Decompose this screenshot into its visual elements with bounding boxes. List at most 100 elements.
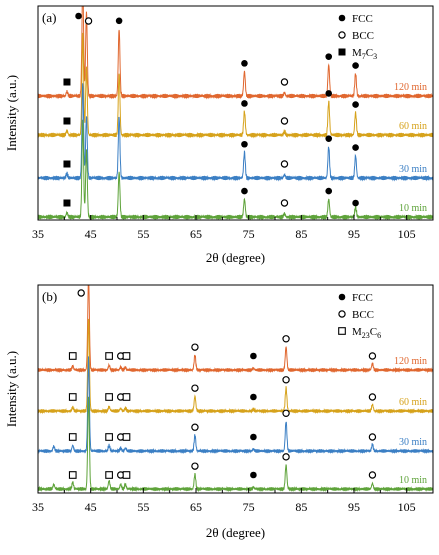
bcc-marker: [191, 423, 199, 431]
fcc-marker: [352, 62, 359, 69]
bcc-marker: [280, 199, 289, 207]
m23c6-marker: [122, 393, 131, 401]
fcc-marker: [250, 352, 257, 360]
fcc-marker: [241, 100, 248, 107]
legend-carbide-symbol: [338, 327, 346, 335]
x-axis-label: 2θ (degree): [206, 250, 265, 265]
plot-frame: [37, 5, 434, 221]
m7c3-marker: [63, 117, 71, 125]
fcc-marker: [250, 433, 257, 441]
series-label: 120 min: [394, 356, 427, 367]
legend-entry: FCC: [352, 292, 373, 304]
x-tick-label: 75: [243, 227, 255, 241]
x-tick-label: 85: [295, 500, 307, 514]
legend-fcc-symbol: [338, 293, 346, 301]
series-label: 10 min: [399, 475, 427, 486]
m7c3-marker: [63, 78, 71, 86]
legend-bcc-symbol: [338, 310, 346, 318]
series-label: 60 min: [399, 121, 427, 132]
bcc-marker: [368, 471, 377, 479]
bcc-marker: [282, 409, 290, 418]
fcc-marker: [241, 187, 248, 195]
panel-label: (a): [42, 10, 56, 25]
legend-fcc-symbol: [338, 14, 346, 22]
m23c6-marker: [122, 352, 131, 360]
bcc-marker: [368, 352, 377, 360]
fcc-marker: [325, 90, 333, 97]
x-tick-label: 45: [85, 227, 97, 241]
legend-bcc-symbol: [338, 31, 346, 39]
panel-b: 120 min 60 min 30 min 10 min 35 45 55 65 75 85 95 1…: [4, 284, 434, 540]
fcc-marker: [325, 135, 333, 142]
bcc-marker: [191, 343, 199, 351]
m23c6-marker: [68, 433, 77, 441]
bcc-marker: [282, 335, 290, 343]
legend-carbide-symbol: [338, 48, 346, 56]
m23c6-marker: [105, 393, 113, 401]
bcc-marker: [77, 289, 85, 297]
bcc-marker: [368, 393, 377, 401]
legend-entry: FCC: [352, 13, 373, 25]
bcc-marker: [280, 117, 289, 125]
x-tick-label: 105: [398, 227, 416, 241]
fcc-marker: [250, 471, 257, 479]
panel-label: (b): [42, 289, 57, 304]
x-tick-label: 105: [398, 500, 416, 514]
series-trace-10-min: [38, 396, 433, 493]
legend-entry: M23C6: [352, 326, 381, 340]
m23c6-marker: [68, 352, 77, 360]
m23c6-marker: [122, 471, 131, 479]
y-axis-label: Intensity (a.u.): [4, 75, 19, 151]
panel-a: 120 min 60 min 30 min 10 min 35 45 55 65 75 85 95 1…: [4, 5, 434, 265]
series-trace-60-min: [38, 318, 433, 415]
m23c6-marker: [105, 471, 113, 479]
fcc-marker: [352, 144, 359, 151]
fcc-marker: [352, 101, 359, 108]
x-tick-label: 85: [295, 227, 307, 241]
bcc-marker: [280, 78, 289, 86]
fcc-marker: [75, 12, 82, 20]
fcc-marker: [241, 60, 248, 67]
bcc-marker: [84, 17, 93, 25]
x-tick-label: 35: [32, 227, 44, 241]
fcc-marker: [352, 199, 359, 207]
y-axis-label: Intensity (a.u.): [4, 351, 19, 427]
series-trace-30-min: [38, 83, 433, 182]
series-trace-60-min: [38, 32, 433, 139]
m7c3-marker: [63, 160, 71, 168]
legend-entry: BCC: [352, 30, 374, 42]
legend-entry: M7C3: [352, 47, 377, 61]
plot-frame: [37, 284, 434, 494]
m23c6-marker: [122, 433, 131, 441]
fcc-marker: [325, 53, 333, 60]
series-trace-10-min: [38, 119, 433, 220]
x-tick-label: 95: [348, 500, 360, 514]
series-label: 30 min: [399, 164, 427, 175]
fcc-marker: [115, 17, 123, 25]
m23c6-marker: [105, 352, 113, 360]
series-trace-120-min: [38, 6, 433, 100]
fcc-marker: [325, 187, 333, 195]
m7c3-marker: [63, 199, 71, 207]
bcc-marker: [282, 453, 290, 461]
m23c6-marker: [105, 433, 113, 441]
x-axis-label: 2θ (degree): [206, 525, 265, 540]
x-tick-label: 55: [137, 500, 149, 514]
series-trace-120-min: [38, 285, 433, 374]
x-tick-label: 65: [190, 500, 202, 514]
bcc-marker: [282, 376, 290, 384]
legend-entry: BCC: [352, 309, 374, 321]
series-label: 120 min: [394, 82, 427, 93]
m23c6-marker: [68, 471, 77, 479]
x-tick-label: 75: [243, 500, 255, 514]
x-tick-label: 65: [190, 227, 202, 241]
x-tick-label: 35: [32, 500, 44, 514]
x-tick-label: 95: [348, 227, 360, 241]
series-label: 10 min: [399, 203, 427, 214]
m23c6-marker: [68, 393, 77, 401]
fcc-marker: [250, 393, 257, 401]
x-tick-label: 45: [85, 500, 97, 514]
x-tick-label: 55: [137, 227, 149, 241]
